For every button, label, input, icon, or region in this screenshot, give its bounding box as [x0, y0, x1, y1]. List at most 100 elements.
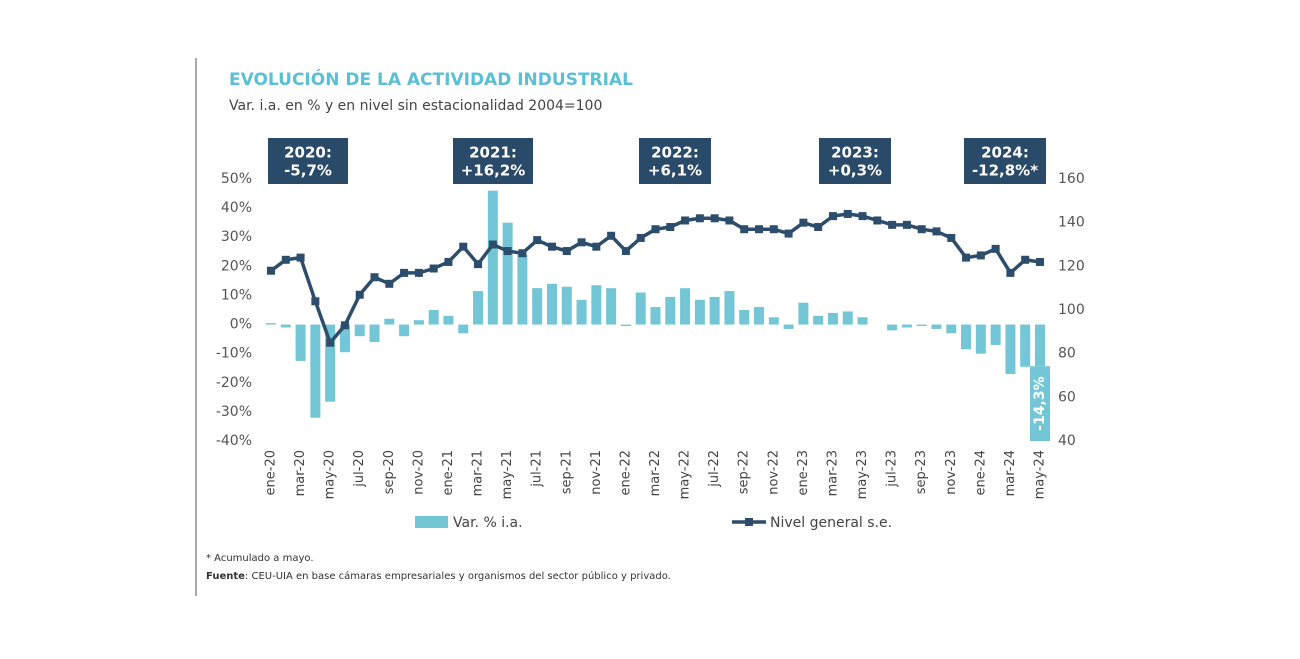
bar [901, 324, 912, 328]
x-tick-label: sep-20 [382, 450, 397, 494]
y-tick-label: -40% [216, 433, 252, 449]
bar [428, 310, 439, 325]
marker [400, 268, 409, 277]
annotation-box [819, 138, 891, 184]
y-tick-label: 50% [221, 171, 252, 187]
marker [326, 338, 335, 347]
y-tick-label: -20% [216, 375, 252, 391]
bar [813, 315, 824, 325]
bar [931, 324, 942, 329]
x-tick-label: sep-21 [559, 450, 574, 494]
bar [975, 324, 986, 354]
annotation-text: +16,2% [461, 162, 526, 180]
bar [517, 254, 528, 325]
value-label: -14,3% [1032, 376, 1048, 430]
x-tick-label: may-24 [1033, 450, 1048, 499]
x-tick-label: mar-21 [471, 450, 486, 496]
bar [561, 286, 572, 325]
note: * Acumulado a mayo. [206, 553, 314, 564]
bar [546, 283, 557, 325]
bar [827, 312, 838, 325]
bar [754, 307, 765, 325]
bar [709, 296, 720, 325]
marker [917, 225, 926, 234]
bar [399, 324, 410, 337]
x-tick-label: may-22 [678, 450, 693, 499]
bar [783, 324, 794, 329]
value-label-box [1030, 366, 1050, 441]
marker [651, 225, 660, 234]
marker [828, 212, 837, 221]
bar [487, 190, 498, 325]
marker [1021, 255, 1030, 264]
marker [385, 279, 394, 288]
annotation-box [453, 138, 533, 184]
annotation-box [964, 138, 1046, 184]
y2-tick-label: 120 [1058, 258, 1085, 274]
annotation-text: -5,7% [284, 162, 332, 180]
bar [665, 296, 676, 325]
bar [798, 302, 809, 325]
marker [710, 214, 719, 223]
marker [370, 273, 379, 282]
bar [990, 324, 1001, 345]
annotation-text: 2021: [469, 144, 517, 162]
marker [873, 216, 882, 225]
x-tick-label: sep-23 [914, 450, 929, 494]
annotation-text: 2023: [831, 144, 879, 162]
marker [444, 257, 453, 266]
bar [384, 318, 395, 325]
x-tick-label: mar-20 [293, 450, 308, 496]
legend-label: Nivel general s.e. [770, 515, 892, 531]
marker [547, 242, 556, 251]
x-tick-label: may-23 [855, 450, 870, 499]
marker [1036, 257, 1044, 266]
bar [635, 292, 646, 325]
marker [267, 266, 275, 275]
marker [636, 233, 645, 242]
y-tick-label: 10% [221, 287, 252, 303]
source: Fuente: CEU-UIA en base cámaras empresar… [206, 570, 671, 582]
source-label: Fuente [206, 571, 245, 582]
x-tick-label: ene-20 [264, 450, 279, 495]
marker [902, 220, 911, 229]
bar [280, 324, 291, 328]
y2-tick-label: 160 [1058, 171, 1085, 187]
bar [620, 324, 631, 327]
bar [576, 299, 587, 325]
marker [843, 209, 852, 218]
y-tick-label: 0% [230, 317, 252, 333]
marker [666, 223, 675, 232]
bar [502, 222, 513, 325]
bar [413, 320, 424, 325]
chart-subtitle: Var. i.a. en % y en nivel sin estacional… [229, 98, 602, 114]
bar [458, 324, 469, 334]
bar [1005, 324, 1016, 375]
marker [459, 242, 468, 251]
bar [532, 288, 543, 325]
y-tick-label: 40% [221, 200, 252, 216]
legend-swatch [415, 516, 448, 528]
x-tick-label: nov-23 [944, 450, 959, 495]
marker [725, 216, 734, 225]
marker [488, 240, 497, 249]
marker [962, 253, 971, 262]
x-tick-label: mar-24 [1003, 450, 1018, 496]
x-tick-label: jul-22 [707, 450, 722, 488]
x-tick-label: jul-20 [352, 450, 367, 488]
bar [266, 323, 276, 325]
marker [503, 247, 512, 256]
y2-tick-label: 100 [1058, 302, 1085, 318]
x-tick-label: nov-22 [766, 450, 781, 495]
bar [694, 299, 705, 325]
x-tick-label: sep-22 [737, 450, 752, 494]
x-tick-label: nov-21 [589, 450, 604, 495]
bar [768, 317, 779, 325]
marker [769, 225, 778, 234]
y2-tick-label: 140 [1058, 215, 1085, 231]
marker [607, 231, 616, 240]
x-tick-label: nov-20 [411, 450, 426, 495]
x-tick-label: may-21 [500, 450, 515, 499]
bar [916, 324, 927, 327]
x-tick-label: ene-24 [973, 450, 988, 495]
